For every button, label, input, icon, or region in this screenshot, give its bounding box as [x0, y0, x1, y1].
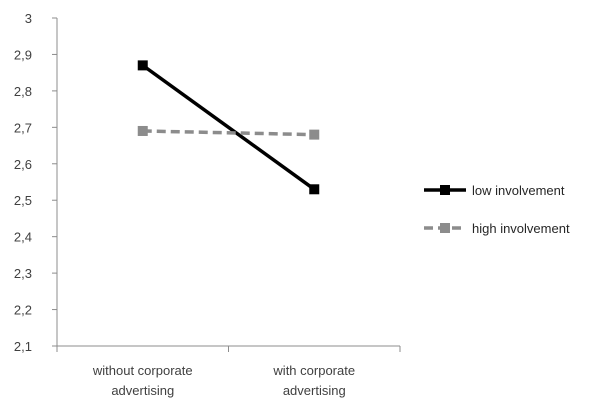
legend-marker — [440, 185, 450, 195]
chart-series — [137, 60, 320, 195]
x-category-label-line: with corporate — [272, 363, 355, 378]
legend-label: low involvement — [472, 183, 565, 198]
y-tick-label: 2,1 — [14, 339, 32, 354]
x-category-label-line: advertising — [111, 383, 174, 398]
y-tick-label: 2,4 — [14, 230, 32, 245]
y-tick-label: 2,9 — [14, 47, 32, 62]
y-axis-ticks: 2,1 2,2 2,3 2,4 2,5 2,6 2,7 2,8 2,9 3 — [14, 11, 57, 354]
y-tick-label: 2,2 — [14, 303, 32, 318]
x-category-label-line: without corporate — [92, 363, 193, 378]
data-point — [309, 184, 320, 195]
legend-label: high involvement — [472, 221, 570, 236]
data-point — [309, 129, 320, 140]
x-category-label-line: advertising — [283, 383, 346, 398]
series-line — [141, 63, 316, 191]
y-tick-label: 2,5 — [14, 193, 32, 208]
y-tick-label: 2,6 — [14, 157, 32, 172]
legend-marker — [440, 223, 450, 233]
y-tick-label: 2,8 — [14, 84, 32, 99]
data-point — [137, 60, 148, 71]
x-category-label: without corporate advertising — [92, 363, 193, 398]
series-high-involvement — [137, 125, 320, 140]
x-category-label: with corporate advertising — [272, 363, 355, 398]
series-low-involvement — [137, 60, 320, 195]
chart-legend: low involvement high involvement — [424, 183, 570, 236]
y-tick-label: 2,3 — [14, 266, 32, 281]
data-point — [137, 125, 148, 136]
y-tick-label: 2,7 — [14, 120, 32, 135]
series-line — [142, 129, 315, 137]
chart-axes — [56, 18, 400, 347]
y-tick-label: 3 — [25, 11, 32, 26]
